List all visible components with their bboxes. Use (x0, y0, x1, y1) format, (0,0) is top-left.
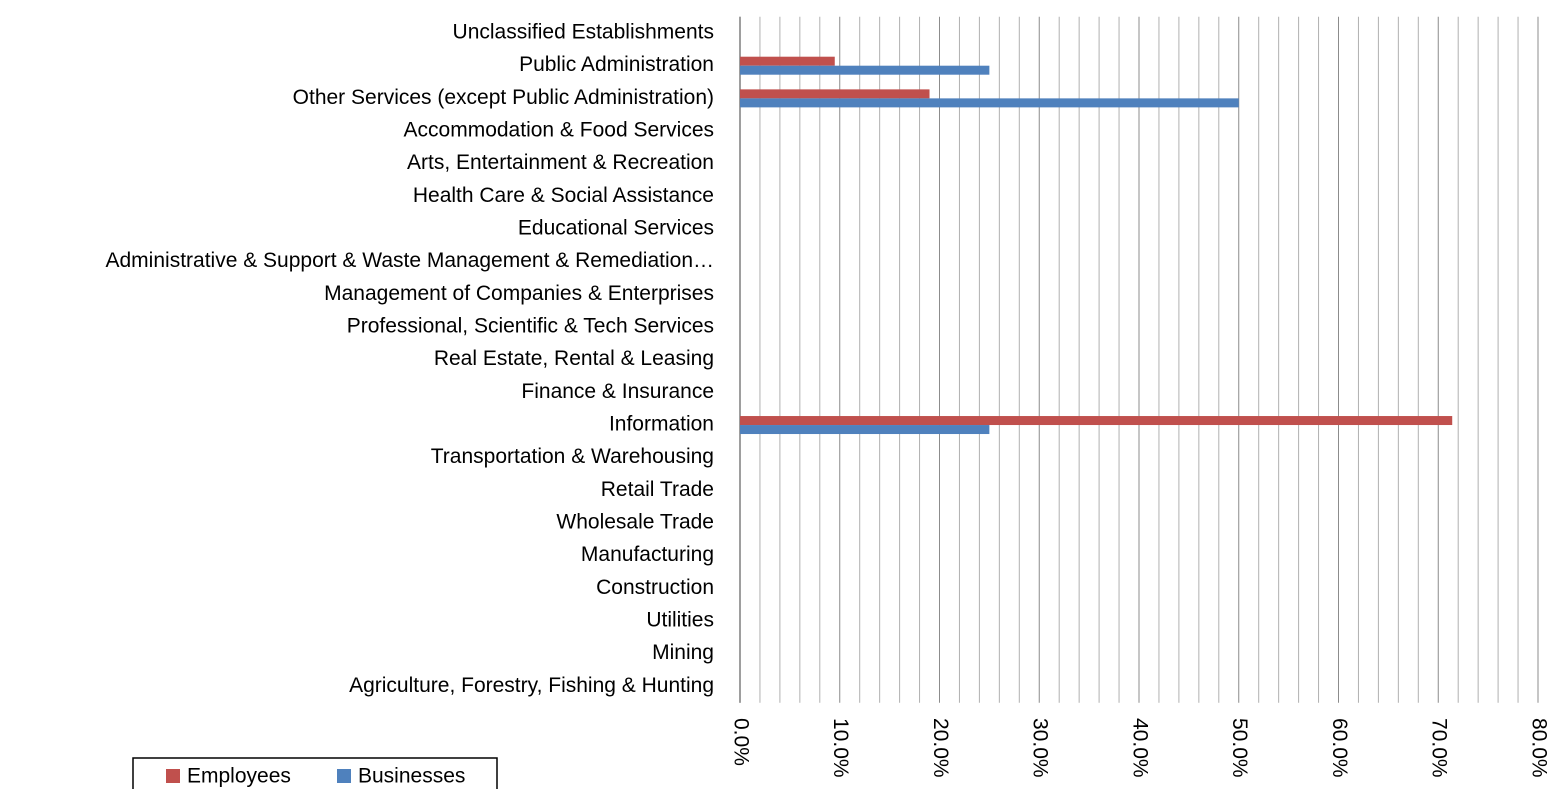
y-tick-label: Information (609, 413, 714, 436)
x-tick-label: 70.0% (1428, 718, 1451, 778)
y-tick-label: Finance & Insurance (521, 380, 714, 403)
y-tick-label: Professional, Scientific & Tech Services (347, 315, 714, 338)
y-tick-label: Utilities (646, 609, 714, 632)
y-tick-label: Construction (596, 576, 714, 599)
bar (740, 98, 1239, 108)
y-tick-label: Agriculture, Forestry, Fishing & Hunting (349, 674, 714, 697)
y-tick-label: Arts, Entertainment & Recreation (407, 151, 714, 174)
x-tick-label: 20.0% (929, 718, 952, 778)
y-tick-label: Real Estate, Rental & Leasing (434, 347, 714, 370)
y-tick-label: Health Care & Social Assistance (413, 184, 714, 207)
legend-label: Businesses (358, 765, 465, 788)
y-tick-label: Retail Trade (601, 478, 714, 501)
bar (740, 416, 1453, 426)
y-tick-label: Transportation & Warehousing (431, 445, 714, 468)
y-tick-label: Accommodation & Food Services (404, 119, 714, 142)
y-tick-label: Public Administration (519, 53, 714, 76)
y-tick-label: Other Services (except Public Administra… (293, 86, 714, 109)
bar (740, 65, 990, 75)
legend-box (132, 757, 498, 789)
x-tick-label: 0.0% (729, 718, 752, 766)
x-tick-label: 80.0% (1527, 718, 1550, 778)
x-tick-label: 40.0% (1128, 718, 1151, 778)
bar (740, 56, 835, 66)
y-tick-label: Unclassified Establishments (453, 21, 714, 44)
y-tick-label: Administrative & Support & Waste Managem… (106, 249, 715, 272)
legend-swatch (337, 769, 351, 783)
y-tick-label: Management of Companies & Enterprises (324, 282, 714, 305)
bar (740, 425, 990, 435)
x-tick-label: 10.0% (829, 718, 852, 778)
bar (740, 89, 930, 99)
legend-swatch (166, 769, 180, 783)
x-tick-label: 30.0% (1029, 718, 1052, 778)
x-tick-label: 50.0% (1228, 718, 1251, 778)
y-tick-label: Wholesale Trade (556, 511, 714, 534)
y-tick-label: Mining (652, 641, 714, 664)
legend-label: Employees (187, 765, 291, 788)
y-tick-label: Manufacturing (581, 543, 714, 566)
x-tick-label: 60.0% (1328, 718, 1351, 778)
y-tick-label: Educational Services (518, 217, 714, 240)
